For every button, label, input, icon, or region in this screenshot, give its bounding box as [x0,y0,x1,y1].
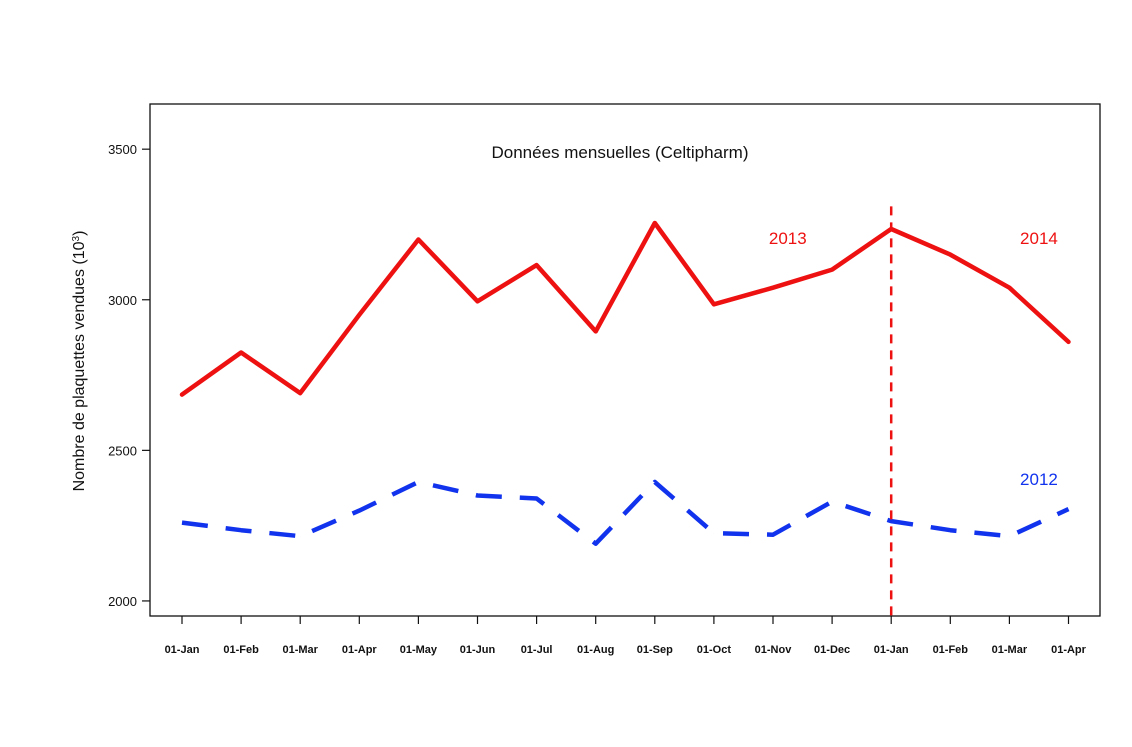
x-tick-label: 01-Nov [755,644,793,656]
y-tick-label: 3500 [108,142,137,157]
x-tick-label: 01-May [400,644,438,656]
y-tick-label: 3000 [108,293,137,308]
x-tick-label: 01-Mar [282,644,318,656]
y-axis-label-exponent: 3 [71,235,82,241]
y-axis: 2000 2500 3000 3500 [108,142,150,609]
x-tick-label: 01-Jul [521,644,553,656]
series-annotation: 2013 [769,229,807,248]
x-tick-label: 01-Aug [577,644,614,656]
annotation-layer: 2013 2014 2012 [769,229,1058,489]
y-tick-label: 2000 [108,594,137,609]
plot-frame [149,103,1101,617]
y-axis-label-close: ) [71,231,88,236]
x-tick-label: 01-Jan [874,644,909,656]
x-tick-label: 01-Feb [223,644,259,656]
y-axis-label-main: Nombre de plaquettes vendues (10 [71,241,88,491]
x-tick-label: 01-Apr [342,644,378,656]
y-tick-label: 2500 [108,443,137,458]
series-annotation: 2014 [1020,229,1058,248]
x-axis: 01-Jan 01-Feb 01-Mar 01-Apr 01-May 01-Jun 01-J… [165,616,1087,656]
x-tick-label: 01-Sep [637,644,673,656]
series-layer [179,206,1071,616]
series-line-red [179,220,1071,397]
chart-title: Données mensuelles (Celtipharm) [491,143,748,162]
series-line-blue [181,479,1070,546]
x-tick-label: 01-Jun [460,644,496,656]
series-annotation: 2012 [1020,470,1058,489]
x-tick-label: 01-Apr [1051,644,1087,656]
x-tick-label: 01-Jan [165,644,200,656]
x-tick-label: 01-Mar [992,644,1028,656]
y-axis-label: Nombre de plaquettes vendues (103) [71,231,89,492]
x-tick-label: 01-Oct [697,644,732,656]
x-tick-label: 01-Feb [933,644,969,656]
x-tick-label: 01-Dec [814,644,850,656]
